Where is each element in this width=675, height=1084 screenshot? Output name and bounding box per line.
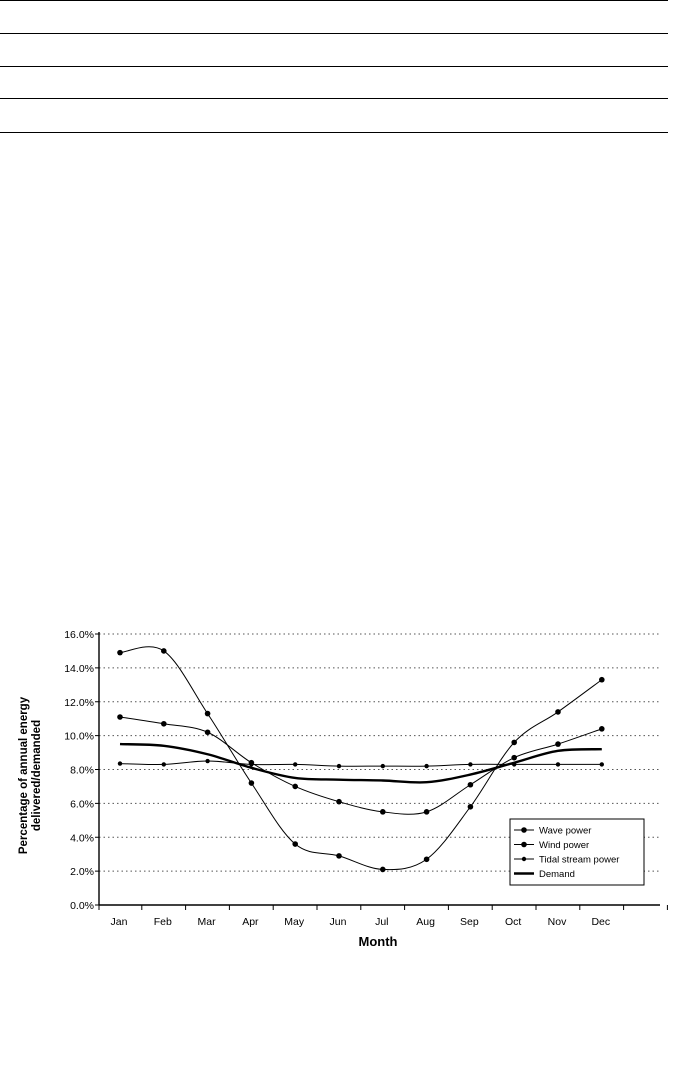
tick-labels: 0.0% 2.0% 4.0% 6.0% 8.0% 10.0% 12.0% 14.0% 16.0%… (64, 629, 610, 928)
data-point-wind-power (292, 783, 299, 790)
table-rule-2 (0, 33, 668, 34)
energy-chart: 0.0% 2.0% 4.0% 6.0% 8.0% 10.0% 12.0% 14.0% 16.0%… (18, 629, 668, 949)
series-line-demand (119, 742, 602, 784)
axes (95, 632, 668, 910)
data-point-tidal-stream-power (117, 761, 123, 766)
data-point-wave-power (380, 866, 386, 873)
data-point-wind-power (467, 781, 474, 788)
data-point-wave-power (423, 856, 430, 863)
x-tick-label: Sep (460, 916, 479, 928)
data-point-wave-power (161, 648, 167, 654)
y-tick-label: 16.0% (64, 629, 94, 641)
legend-label-demand: Demand (539, 869, 575, 880)
data-point-wave-power (292, 841, 299, 847)
gridlines (99, 633, 660, 872)
data-point-wind-power (117, 714, 123, 720)
y-tick-label: 6.0% (70, 798, 94, 810)
x-tick-label: Nov (548, 916, 567, 928)
data-point-wind-power (555, 741, 561, 747)
x-tick-label: Apr (242, 916, 259, 928)
series-line-tidal-stream-power (119, 760, 602, 767)
data-point-wind-power (161, 720, 167, 727)
data-point-wind-power (423, 809, 430, 815)
data-point-wave-power (248, 780, 255, 786)
data-point-tidal-stream-power (468, 762, 473, 767)
data-point-wind-power (336, 798, 342, 805)
data-point-wave-power (117, 649, 123, 656)
legend-label-wind-power: Wind power (539, 840, 589, 851)
legend-marker-tidal-stream-power (521, 856, 527, 862)
y-tick-label: 10.0% (64, 731, 94, 743)
data-point-wind-power (204, 729, 211, 736)
table-rule-1 (0, 0, 668, 1)
y-tick-label: 4.0% (70, 832, 94, 844)
y-tick-label: 2.0% (70, 866, 94, 878)
x-tick-label: Dec (591, 916, 610, 928)
data-point-wave-power (599, 676, 605, 683)
legend: Wave power Wind power Tidal stream power De… (509, 818, 645, 886)
y-tick-label: 8.0% (70, 765, 94, 777)
data-point-tidal-stream-power (249, 762, 254, 767)
data-point-wave-power (204, 710, 211, 717)
data-point-wave-power (511, 739, 517, 746)
table-rule-4 (0, 98, 668, 99)
x-tick-label: Aug (416, 916, 435, 928)
legend-marker-wind-power (521, 841, 527, 848)
x-tick-label: Mar (198, 916, 217, 928)
x-tick-label: Jun (330, 916, 347, 928)
y-axis-title-line-1: Percentage of annual energy (18, 696, 30, 854)
x-axis-title: Month (359, 934, 398, 949)
legend-label-tidal-stream-power: Tidal stream power (539, 855, 619, 866)
data-point-tidal-stream-power (555, 762, 561, 767)
data-point-wave-power (467, 803, 474, 810)
data-point-tidal-stream-power (380, 763, 385, 769)
series-line-wind-power (119, 716, 602, 815)
data-point-wave-power (555, 709, 561, 715)
y-tick-label: 0.0% (70, 900, 94, 912)
data-point-wind-power (599, 726, 605, 732)
x-tick-label: May (284, 916, 305, 928)
x-tick-label: Oct (505, 916, 521, 928)
data-point-tidal-stream-power (161, 762, 166, 767)
y-tick-label: 12.0% (64, 697, 94, 709)
x-tick-label: Feb (154, 916, 172, 928)
table-rule-3 (0, 66, 668, 67)
x-tick-label: Jul (375, 916, 388, 928)
data-point-tidal-stream-power (205, 758, 210, 764)
data-point-tidal-stream-power (336, 763, 342, 769)
y-axis-title-line-2: delivered/demanded (31, 720, 43, 831)
x-tick-label: Jan (111, 916, 128, 928)
data-point-wave-power (336, 853, 342, 859)
table-rule-5 (0, 132, 668, 133)
data-point-tidal-stream-power (293, 762, 298, 767)
data-point-wind-power (511, 754, 517, 761)
legend-label-wave-power: Wave power (539, 826, 591, 837)
y-tick-label: 14.0% (64, 663, 94, 675)
series-layer (117, 646, 605, 873)
legend-marker-wave-power (521, 827, 527, 833)
data-point-tidal-stream-power (599, 762, 604, 767)
data-point-wind-power (380, 809, 386, 815)
data-point-tidal-stream-power (424, 763, 429, 769)
